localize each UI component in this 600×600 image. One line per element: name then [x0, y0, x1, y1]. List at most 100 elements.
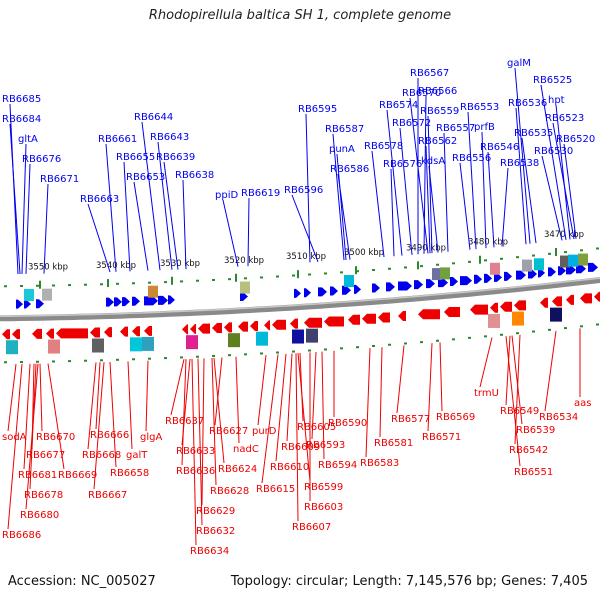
- forward-gene-arrow: [398, 281, 412, 291]
- reverse-guide-dot: [324, 348, 327, 351]
- forward-gene-arrow: [558, 266, 566, 276]
- reverse-gene-arrow: [514, 300, 526, 311]
- reverse-leader-line: [235, 356, 240, 444]
- reverse-gene-label: RB6686: [2, 530, 41, 541]
- reverse-leader-line: [93, 362, 105, 490]
- forward-gene-label: RB6523: [545, 113, 584, 124]
- forward-gene-label: RB6567: [410, 68, 449, 79]
- forward-guide-dot: [356, 270, 359, 273]
- forward-gene-arrow: [588, 262, 598, 272]
- forward-gene-label: RB6595: [298, 104, 337, 115]
- forward-leader-line: [514, 67, 531, 244]
- forward-gene-label: punA: [329, 144, 355, 155]
- reverse-leader-line: [379, 347, 383, 438]
- reverse-leader-line: [261, 354, 279, 484]
- forward-guide-dot: [516, 256, 519, 259]
- reverse-gene-label: RB6629: [196, 506, 235, 517]
- forward-leader-line: [105, 143, 117, 272]
- forward-gene-arrow: [114, 297, 122, 307]
- forward-leader-line: [552, 122, 575, 240]
- reverse-gene-arrow: [238, 321, 248, 332]
- reverse-feature-box: [512, 311, 524, 326]
- reverse-gene-label: RB6615: [256, 484, 295, 495]
- reverse-feature-box: [142, 336, 154, 351]
- forward-feature-box: [568, 254, 578, 267]
- forward-gene-label: RB6520: [556, 134, 595, 145]
- forward-leader-line: [425, 145, 431, 254]
- reverse-gene-label: galT: [126, 450, 148, 461]
- kbp-tick-label: 3550 kbp: [28, 263, 68, 273]
- reverse-gene-label: RB6628: [210, 486, 249, 497]
- forward-feature-box: [24, 288, 34, 301]
- reverse-gene-arrow: [46, 328, 54, 339]
- reverse-gene-label: RB6534: [539, 412, 578, 423]
- reverse-leader-line: [213, 357, 225, 464]
- reverse-guide-dot: [420, 341, 423, 344]
- reverse-gene-label: RB6603: [304, 502, 343, 513]
- reverse-guide-dot: [308, 349, 311, 352]
- reverse-gene-arrow: [348, 314, 360, 325]
- forward-gene-label: RB6557: [436, 123, 475, 134]
- forward-guide-dot: [68, 284, 71, 287]
- forward-leader-line: [9, 123, 21, 275]
- reverse-guide-dot: [388, 343, 391, 346]
- forward-gene-label: hpt: [548, 95, 565, 106]
- reverse-guide-dot: [228, 354, 231, 357]
- forward-leader-line: [337, 173, 351, 260]
- forward-leader-line: [21, 143, 27, 275]
- reverse-feature-box: [130, 337, 142, 352]
- reverse-leader-line: [25, 363, 39, 510]
- forward-gene-arrow: [386, 282, 395, 292]
- reverse-leader-line: [439, 342, 443, 412]
- reverse-leader-line: [7, 363, 23, 530]
- reverse-gene-arrow: [580, 293, 592, 304]
- forward-gene-label: ppiD: [215, 190, 238, 201]
- reverse-gene-arrow: [470, 304, 488, 315]
- forward-gene-arrow: [426, 279, 435, 289]
- forward-gene-arrow: [36, 299, 44, 309]
- forward-leader-line: [371, 150, 385, 258]
- reverse-guide-dot: [180, 356, 183, 359]
- reverse-gene-arrow: [594, 291, 600, 302]
- reverse-leader-line: [311, 351, 317, 440]
- forward-gene-label: RB6556: [452, 153, 491, 164]
- forward-gene-label: RB6676: [22, 154, 61, 165]
- reverse-leader-line: [505, 336, 521, 467]
- reverse-gene-label: RB6678: [24, 490, 63, 501]
- reverse-gene-label: RB6624: [218, 464, 257, 475]
- reverse-gene-label: RB6670: [36, 432, 75, 443]
- forward-gene-label: RB6559: [420, 106, 459, 117]
- forward-leader-line: [123, 161, 131, 272]
- forward-gene-arrow: [318, 287, 327, 297]
- forward-guide-dot: [292, 274, 295, 277]
- reverse-guide-dot: [36, 360, 39, 363]
- reverse-guide-dot: [500, 333, 503, 336]
- reverse-feature-box: [186, 335, 198, 350]
- reverse-gene-label: nadC: [233, 444, 259, 455]
- reverse-leader-line: [145, 360, 149, 432]
- reverse-guide-dot: [516, 332, 519, 335]
- forward-gene-label: RB6578: [364, 141, 403, 152]
- forward-gene-label: RB6546: [480, 142, 519, 153]
- forward-guide-dot: [180, 280, 183, 283]
- forward-gene-arrow: [304, 288, 311, 298]
- forward-gene-label: RB6536: [508, 98, 547, 109]
- reverse-guide-dot: [548, 328, 551, 331]
- forward-gene-label: RB6535: [514, 128, 553, 139]
- reverse-gene-arrow: [104, 327, 112, 338]
- reverse-leader-line: [511, 335, 523, 425]
- reverse-leader-line: [127, 361, 133, 450]
- forward-feature-box: [148, 285, 158, 298]
- forward-gene-arrow: [548, 267, 556, 277]
- genome-title: Rhodopirellula baltica SH 1, complete ge…: [148, 8, 452, 23]
- reverse-gene-label: RB6658: [110, 468, 149, 479]
- reverse-gene-label: RB6593: [306, 440, 345, 451]
- forward-leader-line: [541, 155, 563, 241]
- forward-leader-line: [501, 167, 509, 247]
- forward-leader-line: [563, 143, 577, 239]
- forward-gene-arrow: [354, 284, 361, 294]
- reverse-guide-dot: [116, 358, 119, 361]
- reverse-leader-line: [286, 353, 293, 442]
- reverse-leader-line: [505, 335, 511, 406]
- forward-guide-dot: [436, 263, 439, 266]
